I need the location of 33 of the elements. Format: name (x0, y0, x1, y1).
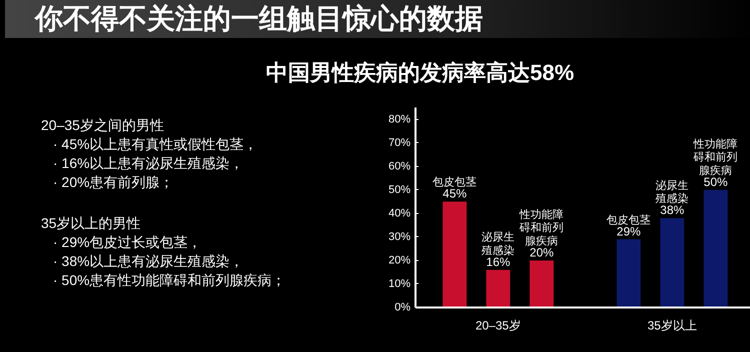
text: 泌尿生殖感染 (656, 180, 689, 206)
data-label: 45% (442, 186, 467, 201)
text: 性功能障碍和前列腺疾病 (694, 138, 738, 177)
chart-subtitle: 中国男性疾病的发病率高达58% (266, 59, 574, 87)
y-tick-label: 50% (388, 184, 411, 196)
data-label: 38% (660, 203, 685, 218)
text: 35岁以上的男性 (41, 214, 142, 233)
y-tick-label: 10% (388, 278, 411, 290)
series-label: 泌尿生殖感染 (482, 230, 515, 257)
text: 包皮包茎 (606, 214, 651, 226)
data-label: 20% (530, 245, 554, 260)
text: 20–35岁之间的男性 (41, 116, 165, 135)
text: · 38%以上患有泌尿生殖感染， (52, 252, 245, 271)
data-label: 29% (616, 224, 642, 238)
text: · 29%包皮过长或包茎， (52, 233, 203, 252)
series-label: 性功能障碍和前列腺疾病 (518, 208, 564, 248)
y-tick-label: 30% (388, 230, 411, 243)
data-label: 50% (704, 174, 728, 189)
chart-title: 你不得不关注的一组触目惊心的数据 (35, 2, 483, 36)
y-tick-label: 70% (388, 136, 411, 149)
text: · 20%患有前列腺； (52, 173, 175, 192)
data-label: 16% (486, 254, 510, 269)
series-label: 包皮包茎 (432, 176, 477, 189)
y-tick-label: 40% (388, 207, 411, 220)
x-tick-label: 35岁以上 (648, 318, 697, 332)
text: · 16%以上患有泌尿生殖感染， (52, 154, 245, 173)
y-tick-label: 20% (388, 254, 411, 266)
text: · 45%以上患有真性或假性包茎， (52, 135, 259, 154)
x-tick-label: 20–35岁 (475, 318, 521, 332)
y-tick-label: 80% (388, 113, 411, 126)
y-tick-label: 0% (394, 302, 411, 314)
y-tick-label: 60% (388, 160, 411, 172)
text: · 50%患有性功能障碍和前列腺疾病； (52, 271, 286, 290)
